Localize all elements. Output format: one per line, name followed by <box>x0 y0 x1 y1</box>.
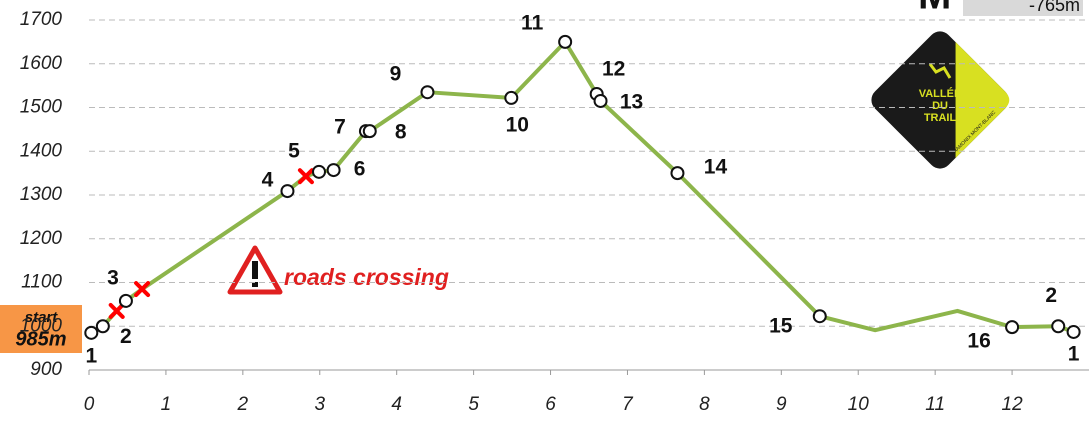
x-tick-label: 7 <box>622 394 634 415</box>
point-label: 9 <box>390 63 402 86</box>
point-marker <box>1051 319 1066 334</box>
y-tick-label: 1400 <box>20 140 63 161</box>
point-label: 7 <box>334 116 346 139</box>
point-marker <box>118 293 133 308</box>
y-tick-label: 1500 <box>20 97 63 118</box>
point-label: 1 <box>85 344 97 367</box>
point-label: 3 <box>107 266 119 289</box>
x-tick-label: 6 <box>545 394 556 415</box>
x-tick-label: 5 <box>468 394 479 415</box>
logo-corner <box>955 42 1010 158</box>
point-label: 15 <box>769 315 793 338</box>
y-tick-label: 1700 <box>20 9 63 30</box>
point-marker <box>1005 320 1020 335</box>
start-box <box>0 305 82 353</box>
x-tick-label: 11 <box>925 394 945 415</box>
point-label: 2 <box>120 325 132 348</box>
point-label: 13 <box>620 90 643 113</box>
point-marker <box>326 163 341 178</box>
point-marker <box>280 184 295 199</box>
point-label: 4 <box>262 169 274 192</box>
point-label: 11 <box>521 11 544 34</box>
point-label: 12 <box>602 57 625 80</box>
warning-bang <box>252 261 258 279</box>
warning-icon <box>227 245 283 295</box>
start-label: start <box>25 309 59 326</box>
y-tick-label: 900 <box>30 359 62 380</box>
x-tick-label: 12 <box>1002 394 1024 415</box>
crossing-marker <box>297 168 314 185</box>
x-tick-label: 2 <box>237 394 249 415</box>
x-tick-label: 0 <box>84 394 95 415</box>
point-marker <box>84 325 99 340</box>
point-label: 1 <box>1068 342 1080 365</box>
point-marker <box>593 93 608 108</box>
warning-dot <box>252 282 258 287</box>
x-tick-label: 1 <box>161 394 172 415</box>
point-label: 10 <box>506 113 529 136</box>
x-tick-label: 3 <box>314 394 325 415</box>
point-label: 14 <box>704 156 728 179</box>
start-elevation: 985m <box>15 328 66 350</box>
point-label: 16 <box>967 330 990 353</box>
point-marker <box>504 90 519 105</box>
point-marker <box>362 124 377 139</box>
logo-text: TRAIL <box>924 112 957 124</box>
logo-figure <box>928 63 952 79</box>
point-label: 5 <box>288 140 300 163</box>
y-tick-label: 1300 <box>20 184 63 205</box>
grid <box>88 19 1089 375</box>
logo-text: DU <box>932 100 948 112</box>
point-label: 8 <box>395 121 407 144</box>
y-tick-label: 1600 <box>20 53 63 74</box>
y-tick-label: 1200 <box>20 228 63 249</box>
corner-letter: M <box>918 0 951 18</box>
point-marker <box>670 166 685 181</box>
point-marker <box>1066 324 1081 339</box>
y-tick-label: 1000 <box>20 315 63 336</box>
point-marker <box>312 164 326 179</box>
descent-label: -765m <box>1029 0 1080 15</box>
y-tick-label: 1100 <box>21 272 62 293</box>
summary-box <box>963 0 1083 16</box>
point-label: 6 <box>354 158 366 181</box>
x-tick-label: 10 <box>848 394 870 415</box>
crossing-marker <box>108 302 125 319</box>
point-label: 2 <box>1045 284 1057 307</box>
point-marker <box>95 319 110 334</box>
point-marker <box>812 309 827 324</box>
warning-label: roads crossing <box>284 264 449 290</box>
point-marker <box>558 34 573 49</box>
point-marker <box>420 85 435 100</box>
x-tick-label: 9 <box>776 394 787 415</box>
x-tick-label: 4 <box>391 394 402 415</box>
x-tick-label: 8 <box>699 394 710 415</box>
logo-text: VALLÉE <box>919 87 962 100</box>
crossing-marker <box>134 281 151 298</box>
